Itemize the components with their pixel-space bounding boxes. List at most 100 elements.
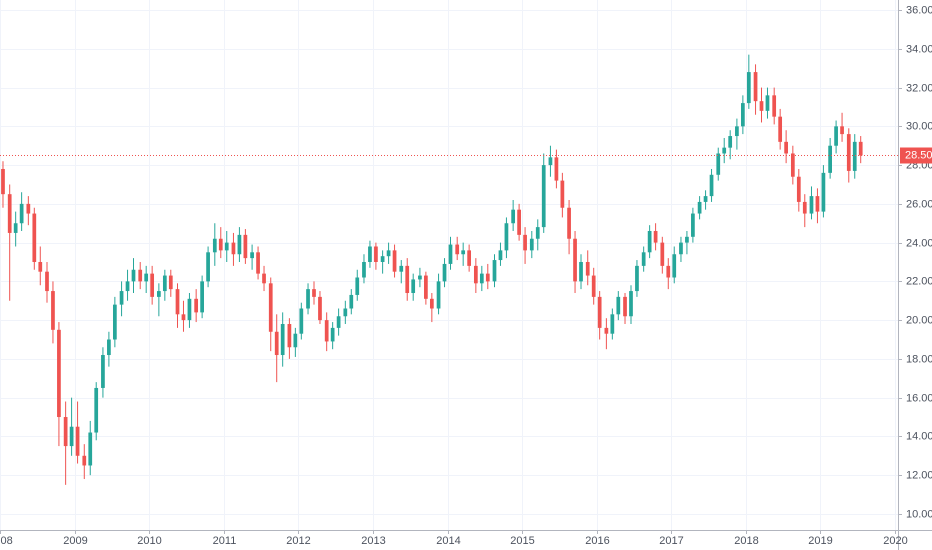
candle-body — [616, 296, 621, 315]
candle-body — [38, 261, 43, 272]
candle-body — [144, 273, 149, 282]
candle-body — [461, 250, 466, 255]
candle-body — [324, 320, 329, 342]
candle-body — [828, 145, 832, 173]
candle-body — [511, 209, 516, 224]
candle-body — [119, 291, 124, 305]
candle-body — [268, 283, 273, 332]
last-price-box — [900, 147, 932, 164]
candle-body — [1, 168, 5, 195]
y-tick-label: 32.00 — [906, 82, 932, 94]
y-tick-label: 22.00 — [906, 275, 932, 287]
y-tick-label: 16.00 — [906, 392, 932, 404]
candle-body — [641, 252, 646, 266]
x-tick-label: 2013 — [361, 535, 385, 547]
candle-body — [157, 291, 161, 297]
candle-body — [101, 355, 105, 388]
candle-body — [82, 455, 87, 466]
candle-body — [610, 314, 615, 334]
candle-body — [573, 238, 577, 282]
candle-body — [753, 72, 758, 102]
x-tick-label: 2009 — [63, 535, 87, 547]
candle-body — [424, 275, 428, 299]
candle-body — [485, 273, 490, 282]
candle-body — [802, 201, 807, 214]
candle-body — [125, 281, 130, 292]
candle-body — [51, 291, 55, 330]
candle-body — [13, 223, 18, 233]
candle-body — [492, 260, 497, 282]
candle-body — [679, 242, 683, 255]
x-tick-label: 2011 — [213, 535, 237, 547]
candle-body — [784, 141, 788, 154]
candle-body — [392, 250, 397, 272]
candle-body — [746, 72, 751, 104]
y-tick-label: 20.00 — [906, 314, 932, 326]
candle-body — [218, 238, 223, 251]
candle-body — [243, 234, 248, 259]
candle-body — [336, 316, 341, 328]
candle-body — [181, 314, 186, 321]
candle-body — [796, 176, 801, 202]
candle-body — [237, 234, 242, 255]
candle-body — [604, 327, 609, 334]
candle-body — [685, 236, 689, 243]
x-tick-label: 2020 — [883, 535, 907, 547]
candle-body — [840, 126, 844, 135]
candle-body — [175, 289, 180, 315]
y-tick-label: 26.00 — [906, 198, 932, 210]
candle-body — [591, 275, 596, 297]
candle-body — [386, 250, 391, 257]
candle-body — [821, 172, 826, 212]
candle-body — [697, 201, 702, 214]
candle-body — [629, 291, 633, 317]
candle-body — [778, 116, 783, 142]
candle-body — [162, 275, 167, 292]
candle-body — [647, 230, 652, 253]
candle-body — [343, 308, 348, 317]
candle-body — [467, 250, 472, 266]
candle-body — [411, 279, 416, 294]
candle-body — [45, 271, 49, 292]
x-tick-label: 2012 — [286, 535, 310, 547]
candle-body — [224, 242, 229, 251]
candle-body — [436, 281, 441, 309]
candle-body — [660, 242, 665, 266]
candle-body — [231, 242, 236, 255]
candle-body — [858, 141, 863, 156]
candle-body — [368, 246, 372, 262]
candle-body — [362, 261, 366, 278]
x-tick-label: 2016 — [585, 535, 609, 547]
y-tick-label: 10.00 — [906, 508, 932, 520]
candle-body — [69, 426, 74, 447]
candle-body — [405, 265, 410, 294]
candle-body — [138, 269, 143, 282]
last-price-label: 28.50 — [905, 149, 932, 161]
candle-body — [809, 196, 814, 214]
y-tick-label: 18.00 — [906, 353, 932, 365]
candle-body — [790, 153, 795, 177]
candle-body — [716, 153, 721, 175]
candle-body — [312, 289, 316, 297]
candle-body — [256, 252, 260, 274]
candle-body — [200, 281, 204, 313]
candle-body — [250, 252, 254, 259]
candle-body — [63, 417, 68, 447]
candle-body — [318, 296, 322, 321]
x-tick-label: 2018 — [734, 535, 758, 547]
candle-body — [585, 261, 590, 276]
y-tick-label: 14.00 — [906, 430, 932, 442]
candle-body — [7, 194, 12, 233]
candle-body — [262, 273, 266, 284]
candle-body — [380, 256, 385, 262]
candle-body — [772, 95, 777, 117]
candle-body — [815, 196, 820, 212]
x-tick-label: 2014 — [436, 535, 460, 547]
candle-body — [168, 275, 173, 290]
candle-body — [523, 234, 527, 251]
candle-body — [666, 265, 671, 278]
candle-body — [691, 213, 695, 237]
candle-body — [735, 126, 739, 137]
candle-body — [448, 244, 453, 264]
